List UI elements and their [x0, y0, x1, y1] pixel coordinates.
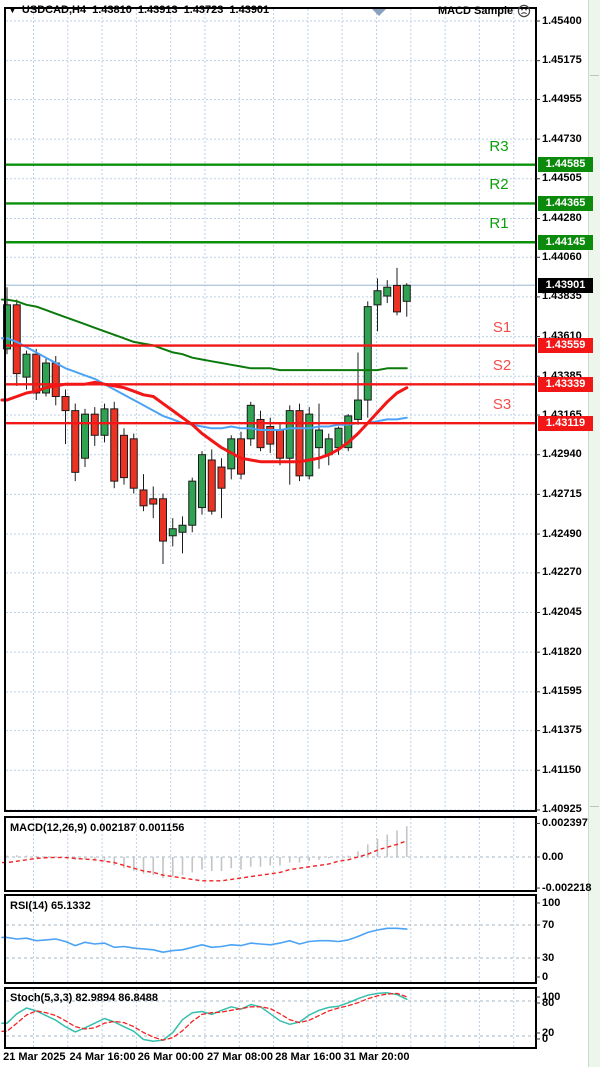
ohlc-close: 1.43901	[229, 4, 270, 16]
rsi-title: RSI(14)	[10, 900, 48, 912]
macd-panel-border	[4, 816, 537, 892]
macd-panel-title: MACD(12,26,9) 0.002187 0.001156	[10, 822, 184, 835]
ma-red-line	[0, 380, 409, 464]
rsi-panel-border	[4, 894, 537, 984]
macd-title: MACD(12,26,9)	[10, 822, 88, 834]
macd-signal-value: 0.001156	[139, 822, 185, 834]
window-scrollbar[interactable]	[588, 0, 600, 1067]
symbol-dropdown-icon[interactable]: ▼	[8, 5, 17, 15]
stoch-k-value: 82.9894	[75, 992, 116, 1004]
scrollbar-segment	[590, 806, 599, 807]
macd-signal-line	[2, 840, 408, 882]
candles-layer	[3, 267, 411, 565]
stoch-panel-border	[4, 987, 537, 1049]
stoch-d-value: 86.8488	[118, 992, 159, 1004]
main-panel-border	[4, 7, 537, 812]
ohlc-low: 1.43723	[183, 4, 224, 16]
stoch-d-line	[1, 992, 408, 1041]
sad-face-icon	[517, 4, 531, 18]
stoch-panel-title: Stoch(5,3,3) 82.9894 86.8488	[10, 992, 158, 1005]
ma-blue-line	[1, 337, 408, 431]
chart-header: ▼ USDCAD,H4 1.43810 1.43913 1.43723 1.43…	[8, 4, 269, 17]
ohlc-open: 1.43810	[92, 4, 132, 16]
stoch-k-line	[1, 992, 408, 1042]
macd-layer	[2, 826, 408, 882]
ma-green-line	[1, 298, 408, 372]
scrollbar-segment	[590, 75, 599, 76]
data-end-marker	[372, 9, 386, 16]
ohlc-high: 1.43913	[137, 4, 178, 16]
symbol-timeframe: USDCAD,H4	[21, 4, 87, 16]
rsi-panel-title: RSI(14) 65.1332	[10, 900, 91, 913]
rsi-line	[1, 927, 408, 954]
expert-advisor-label: MACD Sample	[438, 4, 531, 18]
expert-name: MACD Sample	[438, 4, 514, 17]
stoch-title: Stoch(5,3,3)	[10, 992, 73, 1004]
rsi-value: 65.1332	[50, 900, 91, 912]
axis-ticks-layer	[536, 20, 540, 1040]
macd-main-value: 0.002187	[90, 822, 136, 834]
